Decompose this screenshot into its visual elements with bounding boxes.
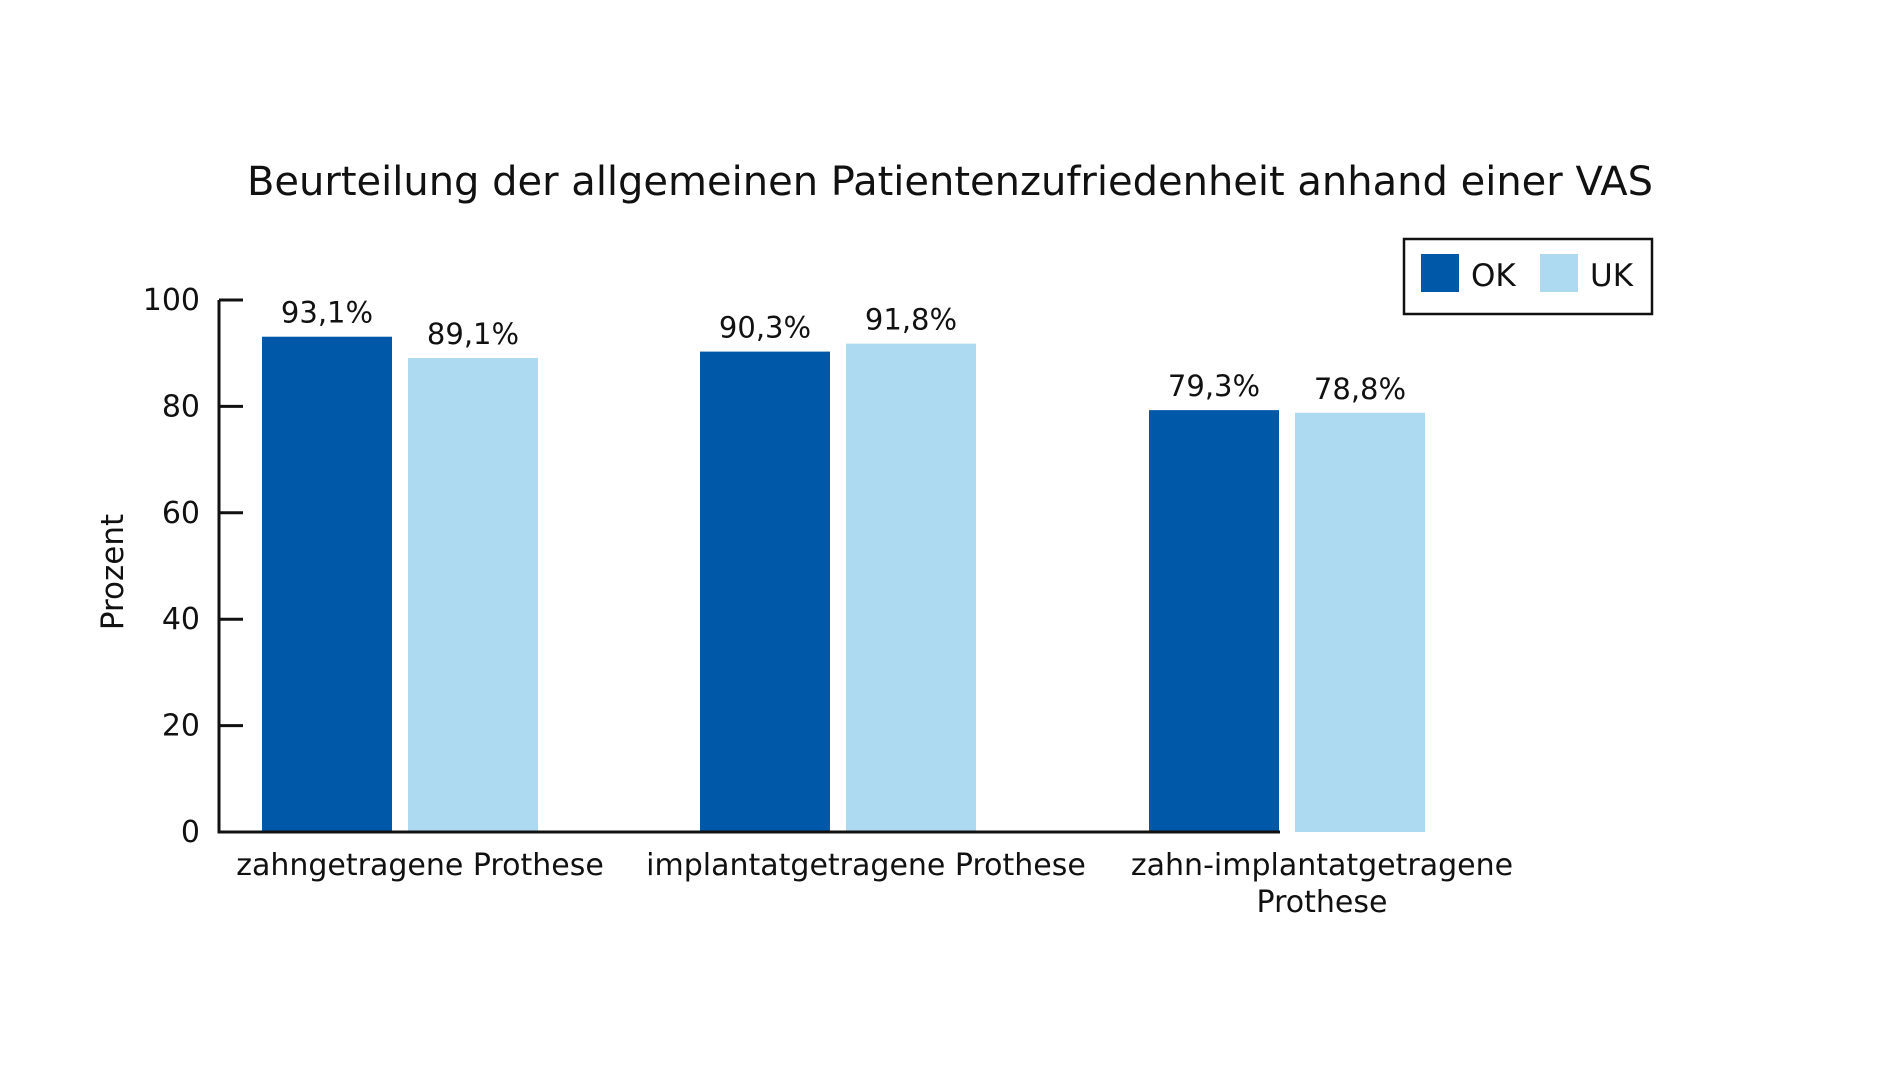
category-labels-group: zahngetragene Prothese implantatgetragene…: [236, 848, 1513, 920]
category-label-1: zahngetragene Prothese: [236, 848, 604, 883]
data-label-ok-1: 93,1%: [281, 296, 373, 330]
y-tick-label-40: 40: [162, 602, 200, 637]
y-tick-label-0: 0: [181, 815, 200, 850]
category-label-2: implantatgetragene Prothese: [646, 848, 1086, 883]
legend-swatch-uk: [1540, 254, 1578, 292]
category-label-3: zahn-implantatgetragene Prothese: [1131, 848, 1513, 920]
bar-uk-1: [408, 357, 538, 832]
y-tick-label-20: 20: [162, 709, 200, 744]
bar-uk-3: [1295, 412, 1425, 832]
data-label-uk-3: 78,8%: [1314, 372, 1406, 406]
bar-ok-3: [1149, 410, 1279, 832]
y-tick-label-60: 60: [162, 496, 200, 531]
axes-group: 0 20 40 60 80 100: [143, 283, 1280, 850]
value-labels-group: 93,1% 89,1% 90,3% 91,8% 79,3% 78,8%: [281, 296, 1406, 406]
legend: OK UK: [1402, 237, 1654, 316]
data-label-uk-1: 89,1%: [427, 317, 519, 351]
chart-title: Beurteilung der allgemeinen Patientenzuf…: [247, 159, 1653, 205]
y-tick-label-80: 80: [162, 389, 200, 424]
data-label-ok-3: 79,3%: [1168, 369, 1260, 403]
legend-swatch-ok: [1421, 254, 1459, 292]
bars-group: [262, 336, 1425, 832]
data-label-uk-2: 91,8%: [865, 303, 957, 337]
legend-label-uk: UK: [1590, 258, 1634, 294]
legend-label-ok: OK: [1471, 258, 1516, 294]
bar-uk-2: [846, 343, 976, 832]
y-tick-label-100: 100: [143, 283, 200, 318]
y-axis-title: Prozent: [95, 514, 131, 630]
bar-ok-1: [262, 336, 392, 832]
bar-ok-2: [700, 351, 830, 832]
data-label-ok-2: 90,3%: [719, 311, 811, 345]
